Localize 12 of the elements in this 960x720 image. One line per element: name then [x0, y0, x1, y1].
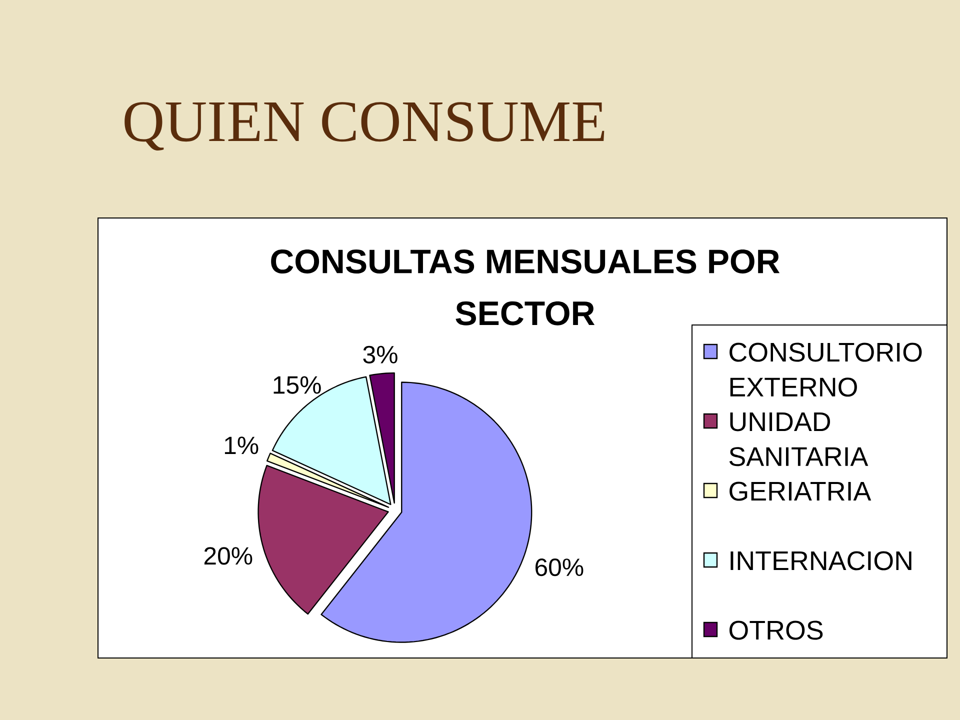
data-label: 1% [224, 436, 258, 454]
chart-subtitle: CONSULTAS MENSUALES POR SECTOR [271, 250, 780, 326]
data-label: 15% [274, 376, 321, 394]
data-label: 3% [363, 346, 398, 364]
legend-label: CONSULTORIO EXTERNO [730, 342, 922, 397]
data-label: 20% [204, 547, 252, 565]
legend-label: INTERNACION [730, 551, 912, 570]
chart-title: QUIEN CONSUME [124, 102, 604, 151]
legend-label: UNIDAD SANITARIA [729, 412, 868, 466]
data-label: 60% [536, 558, 584, 576]
legend-label: OTROS [729, 620, 823, 640]
legend-label: GERIATRIA [730, 482, 872, 501]
